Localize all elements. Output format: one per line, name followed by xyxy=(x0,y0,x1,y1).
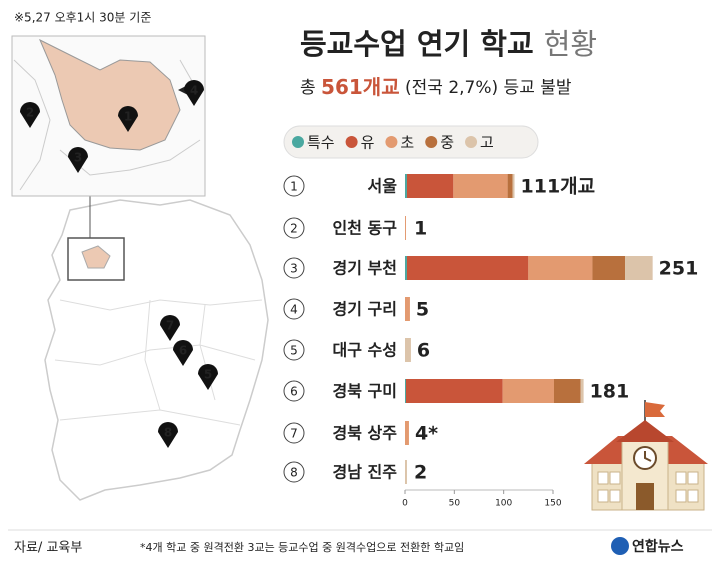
row-number-circle xyxy=(283,461,305,483)
legend-swatch xyxy=(292,136,304,148)
total-label: 2 xyxy=(414,462,427,484)
category-label: 경북 구미 xyxy=(333,382,397,401)
row-number-circle xyxy=(283,257,305,279)
map-pin-number: 2 xyxy=(26,106,34,120)
map-pin-number: 1 xyxy=(124,110,132,124)
legend-swatch xyxy=(425,136,438,148)
total-label: 5 xyxy=(416,299,429,321)
category-label: 경북 상주 xyxy=(333,424,398,443)
total-label: 111개교 xyxy=(521,176,596,198)
row-number: 8 xyxy=(290,466,298,480)
bar-segment xyxy=(405,338,411,362)
row-number: 5 xyxy=(290,344,298,358)
legend-swatch xyxy=(345,136,358,148)
logo: 연합뉴스 xyxy=(632,538,684,555)
row-number-circle xyxy=(283,298,305,320)
category-label: 인천 동구 xyxy=(333,219,398,238)
row-number-circle xyxy=(283,380,305,402)
row-number-circle xyxy=(283,175,305,197)
legend-label: 고 xyxy=(480,134,494,152)
bar-segment xyxy=(553,379,581,403)
x-tick-label: 100 xyxy=(495,499,512,509)
row-number-circle xyxy=(283,422,305,444)
title-main: 등교수업 연기 학교 xyxy=(300,27,534,61)
map-pin xyxy=(173,340,193,366)
source: 자료/ 교육부 xyxy=(14,541,82,556)
map-pin xyxy=(160,315,180,341)
map-pin xyxy=(198,364,218,390)
row-number: 7 xyxy=(290,427,298,441)
map-pin-number: 6 xyxy=(179,344,187,358)
bar-segment xyxy=(512,174,515,198)
bar-segment xyxy=(405,297,410,321)
bar-segment xyxy=(405,379,503,403)
category-label: 경기 부천 xyxy=(333,259,397,278)
row-number: 6 xyxy=(290,385,298,399)
row-number: 2 xyxy=(290,222,298,236)
logo-mark xyxy=(611,537,629,555)
subtitle-highlight: 561개교 xyxy=(321,75,400,99)
subtitle-part: (전국 2,7%) 등교 불발 xyxy=(400,78,572,98)
map-pin-number: 3 xyxy=(74,151,82,165)
legend-swatch xyxy=(385,136,398,148)
total-label: 1 xyxy=(414,218,427,240)
x-tick-label: 50 xyxy=(449,499,461,509)
bar-segment xyxy=(625,256,653,280)
bar-segment xyxy=(592,256,626,280)
subtitle-part: 총 xyxy=(300,78,321,98)
bar-segment xyxy=(406,174,454,198)
map-pin xyxy=(118,106,138,132)
total-label: 251 xyxy=(659,258,699,280)
subtitle: 총 561개교 (전국 2,7%) 등교 불발 xyxy=(300,75,572,99)
bar-segment xyxy=(580,379,584,403)
category-label: 경남 진주 xyxy=(333,463,398,482)
row-number-circle xyxy=(283,339,305,361)
bar-segment xyxy=(405,216,406,240)
bar-segment xyxy=(528,256,593,280)
category-label: 서울 xyxy=(368,177,398,196)
korea-map xyxy=(44,196,269,501)
row-number: 3 xyxy=(290,262,298,276)
legend-box xyxy=(283,125,539,159)
chart-title: 등교수업 연기 학교 현황 xyxy=(300,27,597,61)
school-icon xyxy=(584,400,708,511)
map-pin-number: 8 xyxy=(164,426,172,440)
legend-label: 중 xyxy=(440,134,454,152)
row-number: 4 xyxy=(290,303,298,317)
inset-map xyxy=(11,35,206,197)
bar-segment xyxy=(406,256,529,280)
title-suffix: 현황 xyxy=(544,27,597,61)
map-pin xyxy=(20,102,40,128)
bar-segment xyxy=(405,421,409,445)
legend-label: 유 xyxy=(361,134,375,152)
total-label: 6 xyxy=(417,340,430,362)
map-pin-number: 5 xyxy=(204,368,212,382)
bar-segment xyxy=(405,460,407,484)
bar-segment xyxy=(405,174,407,198)
note: ※5,27 오후1시 30분 기준 xyxy=(14,11,151,25)
x-tick-label: 150 xyxy=(544,499,561,509)
bar-segment xyxy=(405,379,406,403)
map-pin xyxy=(68,147,88,173)
total-label: 4* xyxy=(415,423,438,445)
footnote: *4개 학교 중 원격전환 3교는 등교수업 중 원격수업으로 전환한 학교임 xyxy=(140,541,464,554)
bar-segment xyxy=(453,174,508,198)
category-label: 경기 구리 xyxy=(333,300,397,319)
row-number: 1 xyxy=(290,180,298,194)
bar-segment xyxy=(507,174,513,198)
row-number-circle xyxy=(283,217,305,239)
total-label: 181 xyxy=(590,381,630,403)
map-pin xyxy=(184,80,204,106)
category-label: 대구 수성 xyxy=(333,341,397,360)
legend-label: 특수 xyxy=(307,134,335,152)
map-pin-number: 4 xyxy=(190,84,198,98)
map-pin xyxy=(158,422,178,448)
bar-segment xyxy=(405,256,407,280)
bar-segment xyxy=(502,379,554,403)
x-tick-label: 0 xyxy=(402,499,408,509)
legend-label: 초 xyxy=(400,134,414,152)
legend-swatch xyxy=(465,136,478,148)
map-pin-number: 7 xyxy=(166,319,174,333)
